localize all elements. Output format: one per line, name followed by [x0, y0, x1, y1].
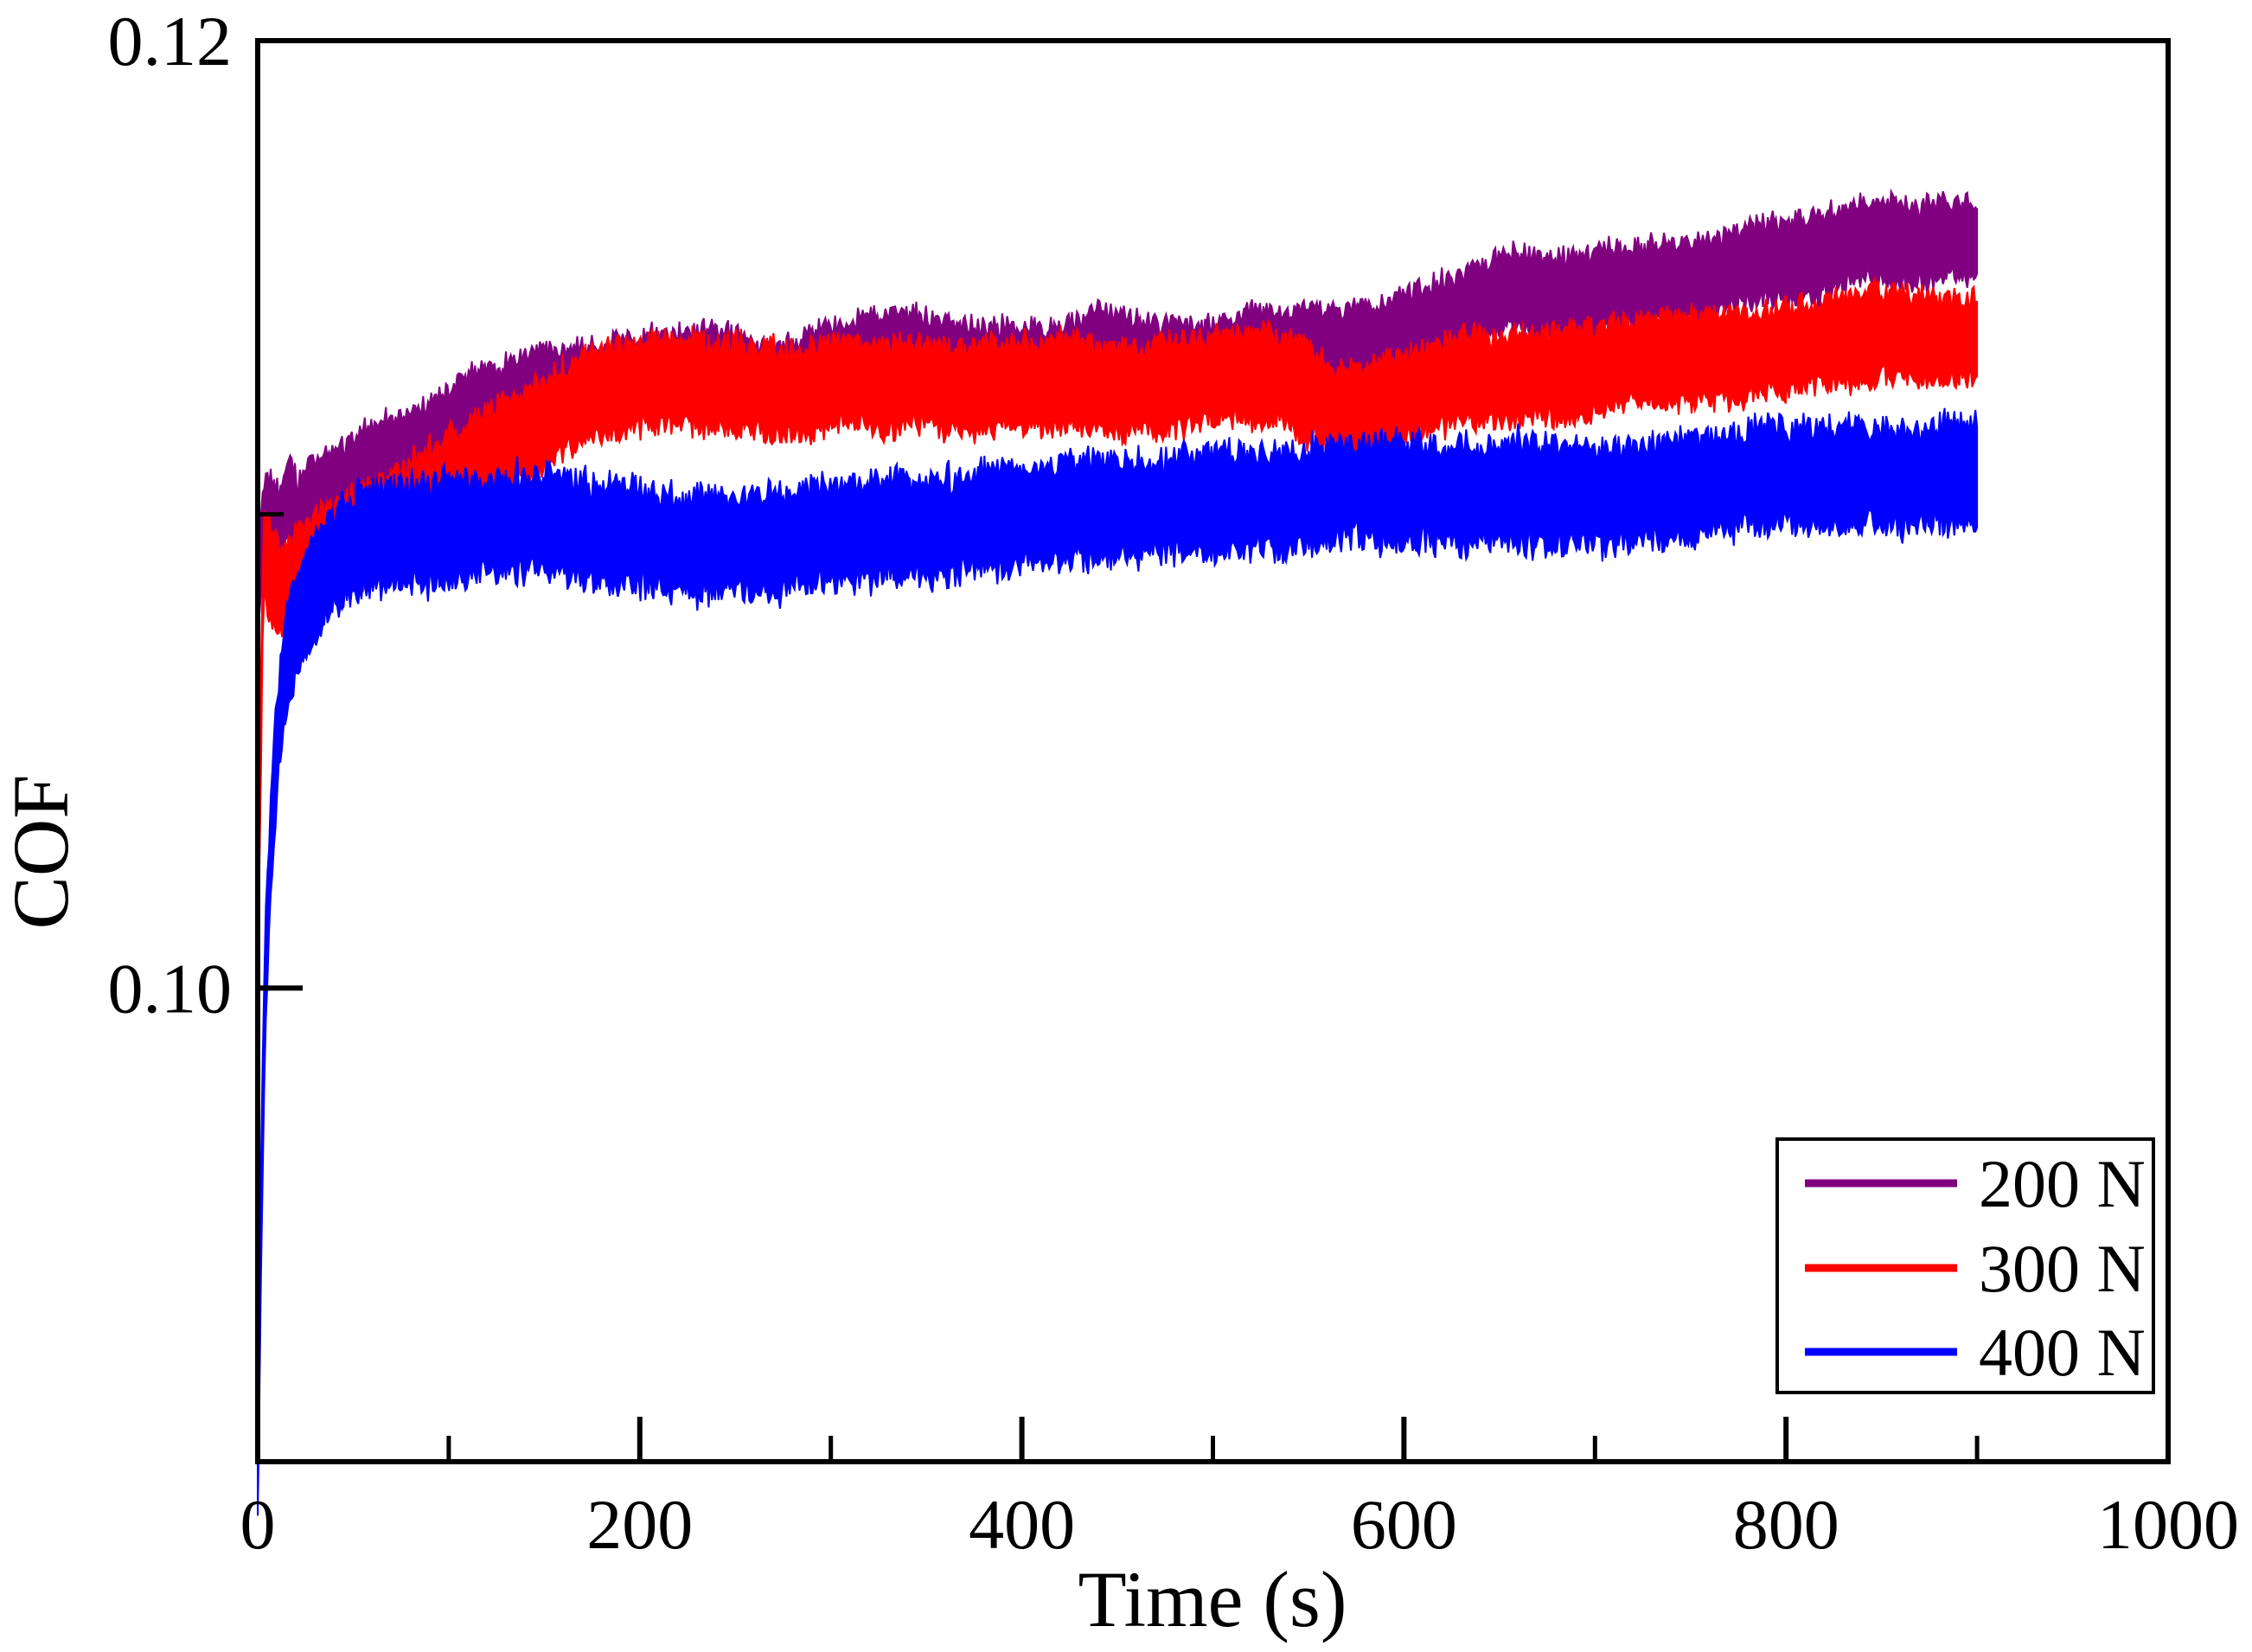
tick-labels-group: 0 200 400 600 800 1000 0.10 0.12	[108, 2, 2240, 1564]
series-band-400N	[257, 407, 1979, 1516]
y-tick-label: 0.12	[108, 2, 233, 80]
legend-group: 200 N 300 N 400 N	[1775, 1137, 2155, 1394]
ticks-group	[255, 38, 2171, 1462]
y-tick-label: 0.10	[108, 949, 233, 1028]
x-tick-label: 0	[240, 1485, 276, 1564]
curves-group	[257, 188, 1979, 1516]
x-tick-label: 600	[1351, 1485, 1457, 1564]
legend-label-400N: 400 N	[1979, 1315, 2146, 1390]
x-tick-label: 200	[586, 1485, 693, 1564]
x-axis-title: Time (s)	[1078, 1555, 1347, 1643]
x-tick-label: 800	[1733, 1485, 1839, 1564]
legend-label-300N: 300 N	[1979, 1231, 2146, 1306]
legend-label-200N: 200 N	[1979, 1146, 2146, 1221]
series-band-300N	[257, 274, 1979, 978]
y-axis-title: COF	[0, 775, 85, 930]
x-tick-label: 400	[969, 1485, 1075, 1564]
x-tick-label: 1000	[2097, 1485, 2239, 1564]
